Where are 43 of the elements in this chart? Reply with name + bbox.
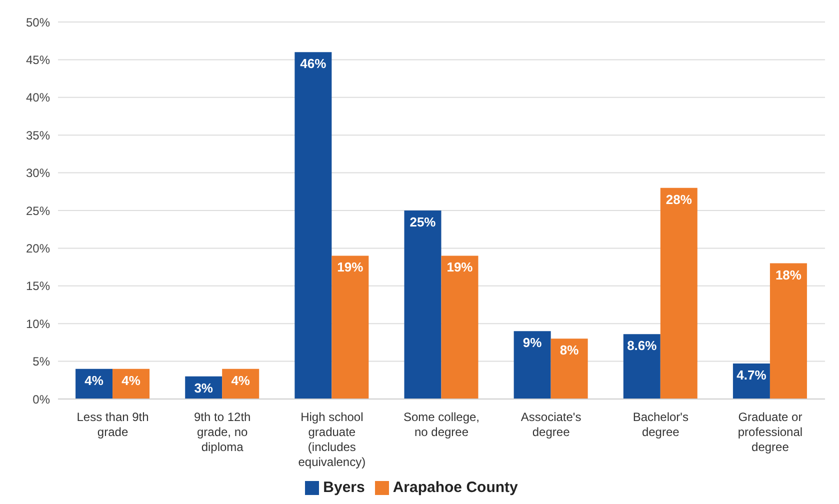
data-label: 19% — [337, 260, 364, 275]
y-tick-label: 10% — [26, 316, 50, 331]
y-tick-label: 45% — [26, 52, 50, 67]
bar — [294, 52, 332, 399]
y-tick-label: 35% — [26, 128, 50, 142]
x-tick-label: Associate's degree — [520, 410, 582, 439]
data-label: 25% — [410, 214, 436, 230]
bar — [404, 210, 442, 399]
bar — [660, 188, 698, 399]
x-tick-label: Less than 9th grade — [76, 410, 149, 439]
y-tick-label: 20% — [26, 241, 50, 256]
legend-label: Arapahoe County — [392, 479, 518, 496]
bar — [770, 263, 807, 399]
data-label: 4% — [231, 372, 250, 388]
data-label: 9% — [522, 335, 542, 350]
y-tick-label: 25% — [26, 204, 50, 218]
data-label: 4% — [122, 372, 141, 388]
x-tick-label: Bachelor's degree — [632, 410, 688, 439]
x-tick-label: High school graduate (includes equivalency) — [298, 410, 366, 469]
y-tick-label: 30% — [26, 166, 50, 180]
data-label: 18% — [775, 267, 802, 282]
y-tick-label: 50% — [26, 15, 50, 30]
data-label: 46% — [300, 56, 327, 72]
bar — [441, 256, 478, 399]
x-tick-label: 9th to 12th grade, no diploma — [194, 410, 251, 454]
y-tick-label: 15% — [26, 279, 50, 294]
data-label: 3% — [194, 380, 214, 396]
bar — [332, 256, 369, 399]
data-label: 19% — [446, 260, 474, 275]
data-label: 8% — [560, 342, 580, 358]
data-label: 8.6% — [627, 338, 658, 354]
bar — [623, 334, 660, 399]
y-tick-label: 5% — [32, 354, 50, 369]
data-label: 4.7% — [736, 368, 767, 383]
x-tick-label: Graduate or professional degree — [738, 410, 803, 454]
legend-label: Byers — [323, 479, 365, 496]
y-tick-label: 0% — [32, 392, 50, 406]
bar — [550, 338, 588, 399]
y-tick-label: 40% — [26, 90, 50, 105]
x-tick-label: Some college, no degree — [403, 410, 480, 439]
data-label: 4% — [84, 372, 104, 388]
bar — [514, 331, 551, 399]
data-label: 28% — [666, 192, 692, 207]
